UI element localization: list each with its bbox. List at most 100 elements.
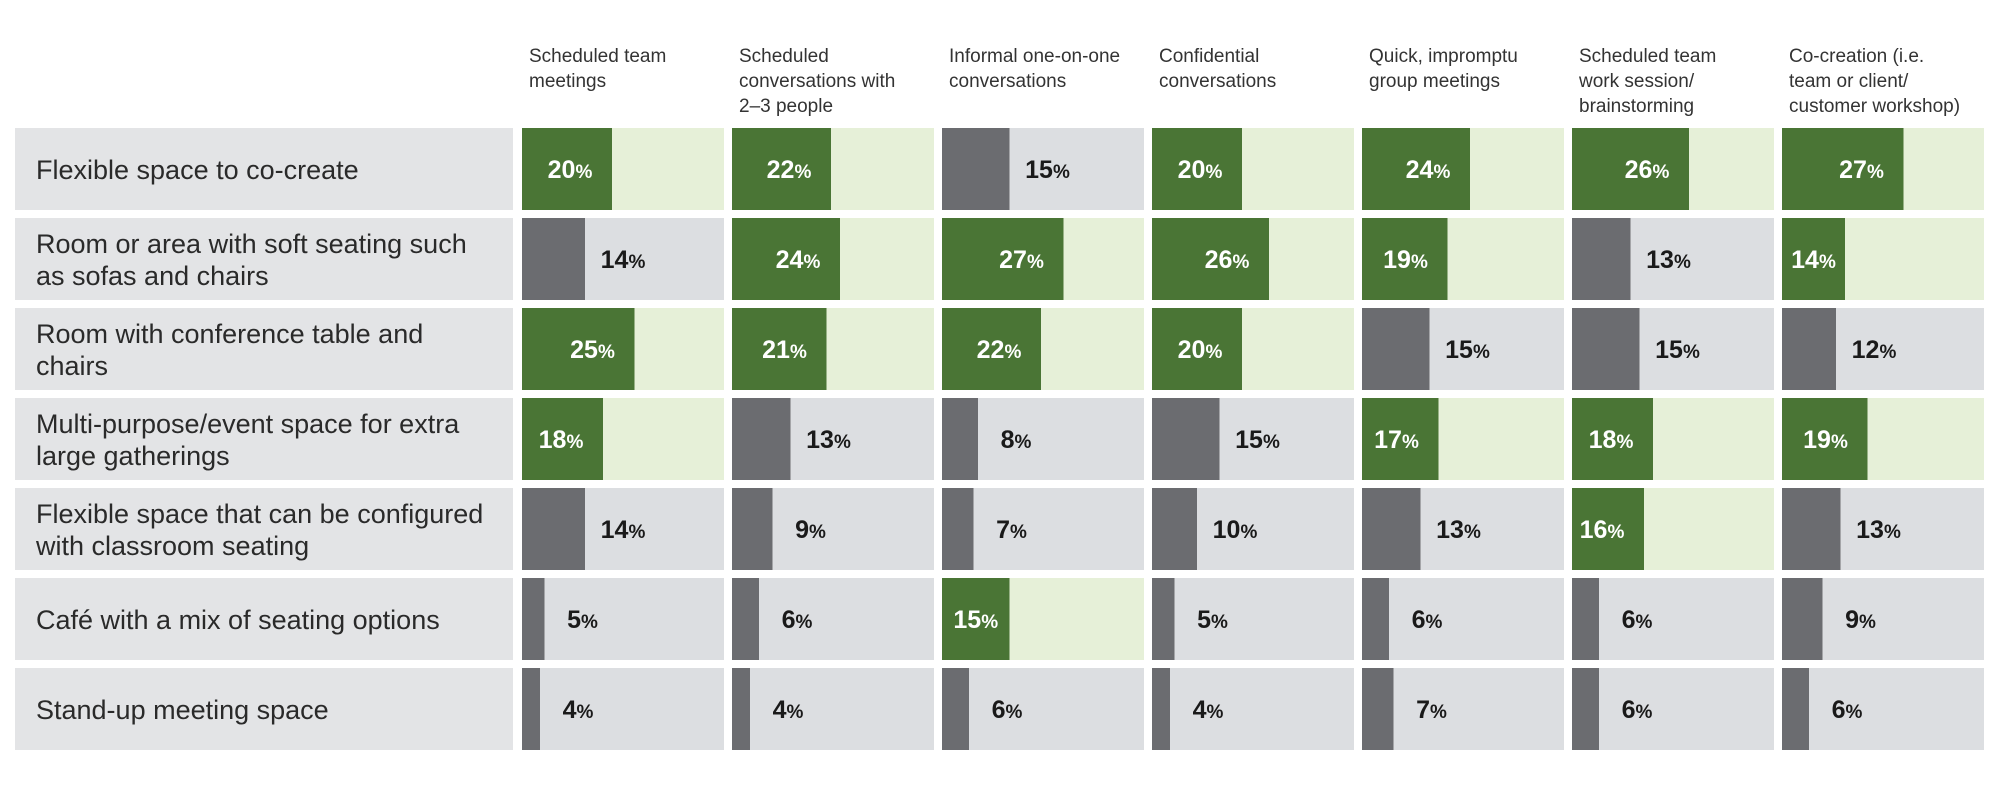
cell-bar [732, 578, 759, 660]
cell-bar [732, 668, 750, 750]
cell-value-suffix: % [1616, 432, 1633, 453]
cell-bar [522, 668, 540, 750]
row-label-line: Café with a mix of seating options [36, 605, 440, 635]
cell-value-label: 20% [1178, 156, 1223, 184]
cell-value-label: 6% [1832, 696, 1863, 724]
cell-bar [732, 488, 773, 570]
cell-value-label: 4% [563, 696, 594, 724]
cell-value-label: 15% [1235, 426, 1280, 454]
cell-bar [1152, 218, 1269, 300]
cell-bar [1782, 218, 1845, 300]
cell-value: 13 [1646, 246, 1674, 274]
cell-value-label: 7% [996, 516, 1027, 544]
cell-value-suffix: % [577, 702, 594, 723]
cell-value-label: 6% [1622, 606, 1653, 634]
row-label-line: with classroom seating [35, 531, 309, 561]
column-header-line: meetings [529, 71, 606, 92]
cell-value-label: 22% [767, 156, 812, 184]
cell-bar [1572, 578, 1599, 660]
cell-value-label: 5% [1197, 606, 1228, 634]
cell-bar [1572, 308, 1640, 390]
cell-bar [732, 218, 840, 300]
cell-value-label: 9% [1845, 606, 1876, 634]
cell-bar [942, 398, 978, 480]
cell-value-label: 10% [1213, 516, 1258, 544]
cell-value-suffix: % [1205, 162, 1222, 183]
row-label-line: chairs [36, 351, 108, 381]
cell-background [1572, 668, 1774, 750]
column-header-line: Scheduled team [1579, 46, 1716, 67]
column-header: Quick, impromptu group meetings [1369, 46, 1518, 92]
row-label-background [15, 128, 513, 210]
cell-value: 15 [953, 606, 981, 634]
cell-value: 15 [1235, 426, 1263, 454]
cell-bar [942, 668, 969, 750]
cell-bar [1152, 128, 1242, 210]
cell-value: 19 [1803, 426, 1831, 454]
cell-value-label: 25% [570, 336, 615, 364]
cell-value: 12 [1852, 336, 1880, 364]
row-label: Room with conference table and chairs [36, 319, 423, 381]
row-label-line: as sofas and chairs [36, 261, 269, 291]
cell-value-suffix: % [1411, 252, 1428, 273]
cell-value-suffix: % [1010, 522, 1027, 543]
cell-value: 15 [1655, 336, 1683, 364]
row-label-line: Multi-purpose/event space for extra [36, 409, 460, 439]
cell-bar [1782, 668, 1809, 750]
cell-bar [1362, 578, 1389, 660]
column-header-line: brainstorming [1579, 96, 1694, 117]
row-label-background [15, 578, 513, 660]
cell-bar [522, 308, 635, 390]
cell-background [1572, 578, 1774, 660]
cell-value-label: 15% [1445, 336, 1490, 364]
cell-bar [522, 578, 545, 660]
column-headers: Scheduled team meetings Scheduled conversat… [529, 46, 1960, 117]
cell-value: 17 [1374, 426, 1402, 454]
cell-value: 20 [1178, 336, 1206, 364]
cell-value: 4 [773, 696, 787, 724]
cell-value-label: 6% [1622, 696, 1653, 724]
cell-value-label: 19% [1803, 426, 1848, 454]
cell-value-suffix: % [1859, 612, 1876, 633]
cell-value-label: 17% [1374, 426, 1419, 454]
cell-bar [732, 128, 831, 210]
cell-value-suffix: % [1006, 702, 1023, 723]
column-header: Scheduled conversations with 2–3 people [739, 46, 895, 117]
row-label-background [15, 398, 513, 480]
cell-value-label: 20% [548, 156, 593, 184]
cell-value-label: 20% [1178, 336, 1223, 364]
cell-value: 27 [999, 246, 1027, 274]
cell-value-label: 26% [1205, 246, 1250, 274]
column-header-line: Scheduled [739, 46, 829, 67]
cell-value: 9 [1845, 606, 1859, 634]
cell-value-suffix: % [1232, 252, 1249, 273]
cell-value-suffix: % [1884, 522, 1901, 543]
cell-value-suffix: % [1607, 522, 1624, 543]
cell-value-label: 8% [1001, 426, 1032, 454]
column-header-line: Quick, impromptu [1369, 46, 1518, 67]
cell-value-label: 13% [1436, 516, 1481, 544]
cell-bar [522, 218, 585, 300]
cell-value: 15 [1025, 156, 1053, 184]
cell-value-label: 18% [539, 426, 584, 454]
column-header-line: group meetings [1369, 71, 1500, 92]
cell-value: 10 [1213, 516, 1241, 544]
cell-value-suffix: % [1879, 342, 1896, 363]
cell-value: 5 [567, 606, 581, 634]
cell-value: 8 [1001, 426, 1015, 454]
cell-value: 14 [601, 516, 629, 544]
cell-value-suffix: % [1433, 162, 1450, 183]
cell-value: 13 [1436, 516, 1464, 544]
cell-value-label: 14% [1791, 246, 1836, 274]
cell-bar [1362, 398, 1439, 480]
cell-background [942, 668, 1144, 750]
cell-bar [1362, 308, 1430, 390]
cell-bar [1362, 668, 1394, 750]
cell-value: 9 [795, 516, 809, 544]
cell-value: 24 [1406, 156, 1434, 184]
cell-bar [1782, 308, 1836, 390]
cell-value-label: 6% [782, 606, 813, 634]
row-label-background [15, 218, 513, 300]
cell-bar [1152, 668, 1170, 750]
